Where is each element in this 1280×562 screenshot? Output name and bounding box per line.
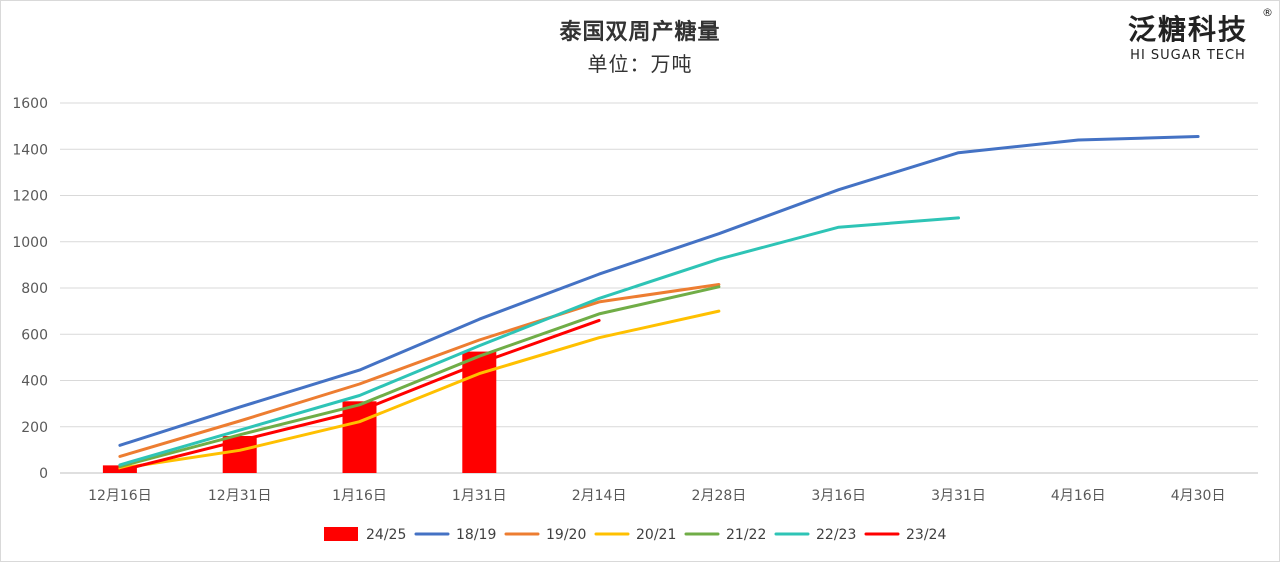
brand-logo: 泛糖科技 HI SUGAR TECH: [1108, 14, 1268, 64]
y-tick-label: 600: [21, 327, 48, 343]
legend: 24/25 18/19 19/20 20/21 21/22 22/23 23/24: [324, 527, 946, 543]
legend-label: 24/25: [366, 527, 406, 543]
y-tick-label: 400: [21, 374, 48, 390]
line-layer: [118, 135, 1200, 473]
legend-label: 19/20: [546, 527, 586, 543]
legend-label: 18/19: [456, 527, 496, 543]
y-tick-label: 1000: [12, 235, 48, 251]
x-tick-label: 1月31日: [452, 488, 507, 504]
x-tick-label: 12月31日: [208, 488, 272, 504]
series-line: [118, 135, 1200, 447]
x-tick-label: 2月14日: [572, 488, 627, 504]
x-tick-label: 4月16日: [1051, 488, 1106, 504]
x-tick-label: 1月16日: [332, 488, 387, 504]
y-tick-label: 200: [21, 420, 48, 436]
axis-layer: 0 200 400 600 800 1000 1200 1400 1600 12月16日 12月31…: [12, 96, 1225, 504]
grid-layer: [60, 102, 1258, 474]
legend-swatch: [324, 527, 358, 541]
registered-mark: ®: [1262, 6, 1273, 19]
series-line: [118, 285, 721, 468]
x-tick-label: 12月16日: [88, 488, 152, 504]
series-line: [118, 318, 601, 473]
y-tick-label: 1200: [12, 189, 48, 205]
y-tick-label: 800: [21, 281, 48, 297]
series-line: [118, 309, 721, 470]
x-tick-label: 4月30日: [1171, 488, 1226, 504]
series-line: [118, 283, 721, 458]
x-tick-label: 3月31日: [931, 488, 986, 504]
brand-logo-subtext: HI SUGAR TECH: [1130, 48, 1246, 63]
legend-label: 22/23: [816, 527, 856, 543]
x-tick-label: 3月16日: [811, 488, 866, 504]
legend-label: 23/24: [906, 527, 946, 543]
chart-subtitle: 单位：万吨: [587, 52, 693, 76]
brand-logo-text: 泛糖科技: [1127, 13, 1248, 46]
legend-label: 21/22: [726, 527, 766, 543]
chart-title: 泰国双周产糖量: [559, 19, 721, 45]
y-tick-label: 1600: [12, 96, 48, 112]
x-tick-label: 2月28日: [692, 488, 747, 504]
legend-label: 20/21: [636, 527, 676, 543]
y-tick-label: 1400: [12, 142, 48, 158]
bar: [462, 351, 497, 473]
y-tick-label: 0: [39, 466, 48, 482]
series-line: [118, 216, 960, 467]
